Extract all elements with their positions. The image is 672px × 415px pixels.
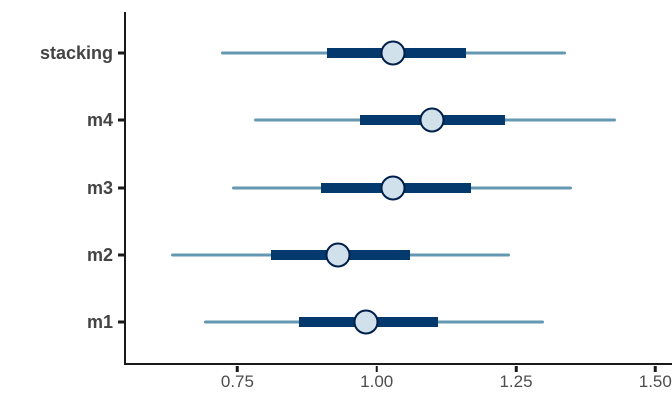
x-axis-tick <box>514 366 518 372</box>
y-axis-label-m2: m2 <box>86 244 113 265</box>
x-axis-tick <box>375 366 378 372</box>
point-estimate-marker <box>419 107 445 133</box>
point-estimate-marker <box>325 242 351 268</box>
y-axis-tick <box>117 186 124 189</box>
x-axis-tick-label: 1.50 <box>638 372 672 391</box>
y-axis-label-m3: m3 <box>86 177 113 198</box>
plot-area: stacking m4 m3 m2 m1 0.75 1.00 1.25 1.50 <box>40 12 672 391</box>
y-axis-tick <box>117 320 124 324</box>
x-axis-tick <box>654 366 657 372</box>
point-estimate-marker <box>353 309 379 335</box>
y-axis-tick <box>117 253 124 257</box>
y-axis-label-stacking: stacking <box>39 43 113 64</box>
x-axis-tick-label: 0.75 <box>220 372 254 391</box>
point-estimate-marker <box>380 40 406 66</box>
x-axis-tick-label: 1.25 <box>499 372 533 391</box>
y-axis-label-m1: m1 <box>86 311 113 332</box>
y-axis-tick <box>117 51 124 55</box>
x-axis-tick-label: 1.00 <box>360 372 394 391</box>
x-axis-tick <box>236 366 239 372</box>
point-estimate-marker <box>380 175 406 200</box>
y-axis-label-m4: m4 <box>86 110 113 131</box>
y-axis-tick <box>117 118 124 122</box>
